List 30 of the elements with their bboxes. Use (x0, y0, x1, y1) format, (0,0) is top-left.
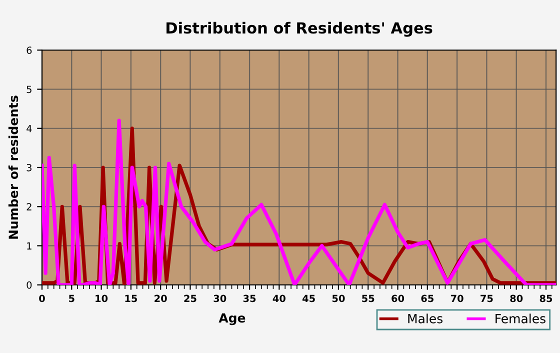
y-tick-label: 3 (26, 164, 32, 172)
chart-title: Distribution of Residents' Ages (166, 22, 432, 37)
y-axis-title: Number of residents (8, 96, 18, 239)
x-tick-label: 20 (154, 294, 167, 302)
x-tick-label: 0 (39, 294, 45, 302)
y-tick-label: 2 (26, 203, 32, 210)
x-tick-label: 75 (480, 294, 493, 302)
legend-label: Females (496, 314, 546, 324)
x-tick-label: 30 (214, 294, 226, 302)
x-tick-label: 15 (125, 294, 138, 302)
x-tick-label: 45 (302, 294, 315, 302)
x-axis-title: Age (218, 313, 246, 326)
x-tick-label: 5 (69, 294, 74, 302)
y-tick-label: 1 (27, 242, 32, 250)
x-tick-label: 70 (450, 294, 464, 302)
x-tick-label: 50 (332, 294, 345, 302)
x-tick-label: 25 (184, 294, 196, 302)
y-tick-label: 4 (26, 124, 32, 132)
x-tick-label: 80 (510, 294, 523, 302)
y-tick-label: 5 (26, 86, 32, 94)
x-tick-label: 10 (96, 294, 108, 302)
x-tick-label: 60 (392, 294, 404, 302)
x-tick-label: 85 (540, 294, 552, 302)
y-tick-label: 6 (26, 46, 32, 54)
x-tick-label: 65 (421, 294, 434, 302)
y-tick-label: 0 (26, 281, 32, 289)
x-tick-label: 35 (243, 294, 256, 302)
legend-label: Males (408, 314, 443, 324)
x-tick-label: 55 (362, 294, 374, 302)
x-tick-label: 40 (272, 294, 286, 302)
